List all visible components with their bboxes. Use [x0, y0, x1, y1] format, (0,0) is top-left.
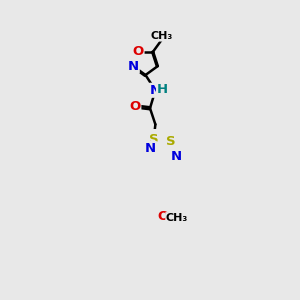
Text: CH₃: CH₃	[151, 31, 173, 41]
Text: H: H	[157, 83, 168, 96]
Text: N: N	[171, 150, 182, 163]
Text: N: N	[128, 60, 139, 73]
Text: O: O	[129, 100, 140, 113]
Text: S: S	[166, 135, 176, 148]
Text: CH₃: CH₃	[166, 213, 188, 223]
Text: N: N	[150, 84, 161, 97]
Text: N: N	[145, 142, 156, 155]
Text: O: O	[158, 210, 169, 223]
Text: S: S	[149, 133, 158, 146]
Text: O: O	[132, 45, 143, 58]
